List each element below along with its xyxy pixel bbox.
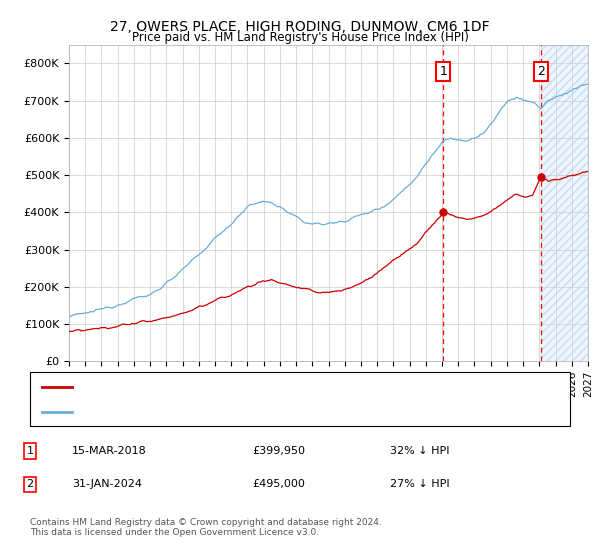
Bar	[541, 45, 588, 361]
Text: HPI: Average price, detached house, Uttlesford: HPI: Average price, detached house, Uttl…	[78, 407, 323, 417]
Text: Price paid vs. HM Land Registry's House Price Index (HPI): Price paid vs. HM Land Registry's House …	[131, 31, 469, 44]
Text: 27, OWERS PLACE, HIGH RODING, DUNMOW, CM6 1DF (detached house): 27, OWERS PLACE, HIGH RODING, DUNMOW, CM…	[78, 382, 457, 393]
Text: 31-JAN-2024: 31-JAN-2024	[72, 479, 142, 489]
Text: 27% ↓ HPI: 27% ↓ HPI	[390, 479, 449, 489]
Bar	[541, 45, 588, 361]
Text: 27, OWERS PLACE, HIGH RODING, DUNMOW, CM6 1DF: 27, OWERS PLACE, HIGH RODING, DUNMOW, CM…	[110, 20, 490, 34]
Text: 1: 1	[439, 65, 448, 78]
Text: £495,000: £495,000	[252, 479, 305, 489]
Text: 2: 2	[537, 65, 545, 78]
Text: 1: 1	[26, 446, 34, 456]
Text: Contains HM Land Registry data © Crown copyright and database right 2024.
This d: Contains HM Land Registry data © Crown c…	[30, 518, 382, 538]
Text: £399,950: £399,950	[252, 446, 305, 456]
Text: 15-MAR-2018: 15-MAR-2018	[72, 446, 147, 456]
Text: 32% ↓ HPI: 32% ↓ HPI	[390, 446, 449, 456]
Text: 2: 2	[26, 479, 34, 489]
